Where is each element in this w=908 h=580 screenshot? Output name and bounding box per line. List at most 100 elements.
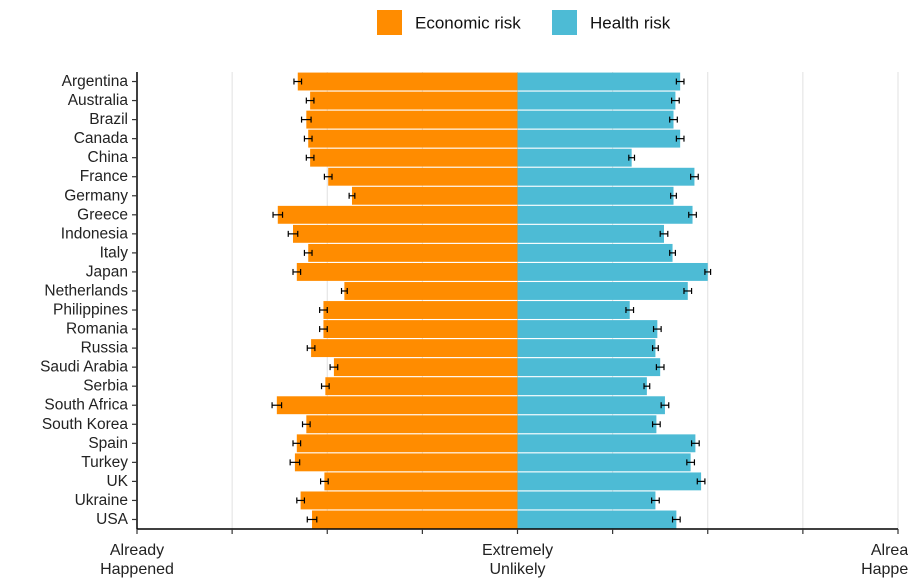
bar-health-risk [517, 453, 691, 472]
bar-economic-risk [323, 320, 518, 339]
error-bar-economic [306, 516, 318, 523]
bar-health-risk [517, 434, 696, 453]
error-bar-economic [340, 287, 348, 294]
error-bar-economic [272, 211, 284, 218]
bar-health-risk [517, 377, 647, 396]
bar-economic-risk [293, 224, 518, 243]
error-bar-health [686, 459, 696, 466]
error-bar-health [651, 345, 659, 352]
category-label: Russia [81, 340, 129, 357]
category-label: Indonesia [61, 225, 129, 242]
bar-economic-risk [276, 396, 518, 415]
error-bar-economic [305, 154, 315, 161]
legend-swatch-health [552, 10, 577, 35]
x-tick-label-line2: Unlikely [489, 561, 545, 578]
error-bar-health [660, 402, 670, 409]
legend: Economic risk Health risk [377, 10, 671, 35]
bar-health-risk [517, 510, 677, 529]
error-bar-economic [319, 307, 328, 314]
error-bar-economic [296, 497, 306, 504]
error-bars-group [271, 78, 712, 523]
category-label: Argentina [62, 73, 129, 90]
legend-label-economic: Economic risk [415, 14, 521, 33]
category-label: USA [96, 511, 129, 528]
category-label: Romania [66, 321, 128, 338]
bar-economic-risk [296, 434, 518, 453]
bar-economic-risk [297, 72, 518, 91]
error-bar-health [651, 421, 661, 428]
error-bar-health [628, 154, 636, 161]
bar-economic-risk [325, 377, 518, 396]
error-bar-health [683, 287, 693, 294]
error-bar-economic [348, 192, 356, 199]
error-bar-health [655, 364, 665, 371]
error-bar-economic [301, 421, 311, 428]
bar-economic-risk [306, 415, 518, 434]
bar-economic-risk [311, 339, 518, 358]
bar-health-risk [517, 91, 676, 110]
bar-economic-risk [312, 510, 518, 529]
category-label: Serbia [83, 378, 128, 395]
x-tick-label-line2: Happened [100, 561, 174, 578]
bar-health-risk [517, 186, 674, 205]
error-bar-health [696, 478, 706, 485]
bar-economic-risk [351, 186, 518, 205]
bar-health-risk [517, 110, 674, 129]
category-label: Ukraine [75, 492, 128, 509]
bar-economic-risk [344, 282, 518, 300]
error-bar-health [690, 173, 699, 180]
error-bar-economic [292, 268, 302, 275]
bar-economic-risk [306, 110, 518, 129]
x-tick-label-line1: Already [110, 542, 164, 559]
x-tick-label-line2: Happened [861, 561, 908, 578]
category-label: Greece [77, 206, 128, 223]
x-tick-labels: Already Happened Extremely Unlikely Already H… [100, 542, 908, 578]
x-tick-label-line1: Extremely [482, 542, 553, 559]
bar-health-risk [517, 224, 664, 243]
bar-economic-risk [308, 243, 518, 262]
bar-economic-risk [277, 205, 518, 224]
bar-economic-risk [294, 453, 518, 472]
bar-economic-risk [323, 301, 518, 319]
category-label: Philippines [53, 302, 128, 319]
bar-economic-risk [308, 129, 518, 148]
bar-health-risk [517, 415, 657, 434]
bar-economic-risk [300, 491, 518, 510]
error-bar-health [625, 307, 635, 314]
error-bar-economic [287, 230, 299, 237]
category-label: Brazil [89, 111, 128, 128]
x-tick-label-line1: Already [871, 542, 908, 559]
error-bar-health [671, 97, 680, 104]
error-bar-health [671, 516, 681, 523]
error-bar-health [669, 116, 678, 123]
error-bar-health [670, 192, 677, 199]
category-label: France [80, 168, 128, 185]
bar-economic-risk [310, 91, 518, 110]
bar-economic-risk [328, 167, 518, 186]
error-bar-health [690, 440, 700, 447]
category-label: South Africa [44, 397, 128, 414]
error-bar-economic [329, 364, 339, 371]
error-bar-economic [320, 383, 330, 390]
bar-economic-risk [324, 472, 518, 491]
error-bar-health [675, 135, 685, 142]
error-bar-economic [300, 116, 312, 123]
error-bar-health [675, 78, 685, 85]
bar-health-risk [517, 301, 630, 319]
bar-health-risk [517, 282, 688, 300]
bar-economic-risk [310, 148, 518, 167]
axes [132, 72, 899, 534]
bar-health-risk [517, 358, 661, 377]
category-label: Australia [68, 92, 129, 109]
category-label: Turkey [81, 454, 128, 471]
bar-health-risk [517, 167, 695, 186]
error-bar-economic [303, 249, 313, 256]
error-bar-health [651, 497, 660, 504]
bars-group [276, 72, 708, 529]
error-bar-health [643, 383, 651, 390]
category-label: UK [106, 473, 128, 490]
bar-economic-risk [333, 358, 518, 377]
category-label: China [88, 149, 129, 166]
bar-health-risk [517, 339, 656, 358]
